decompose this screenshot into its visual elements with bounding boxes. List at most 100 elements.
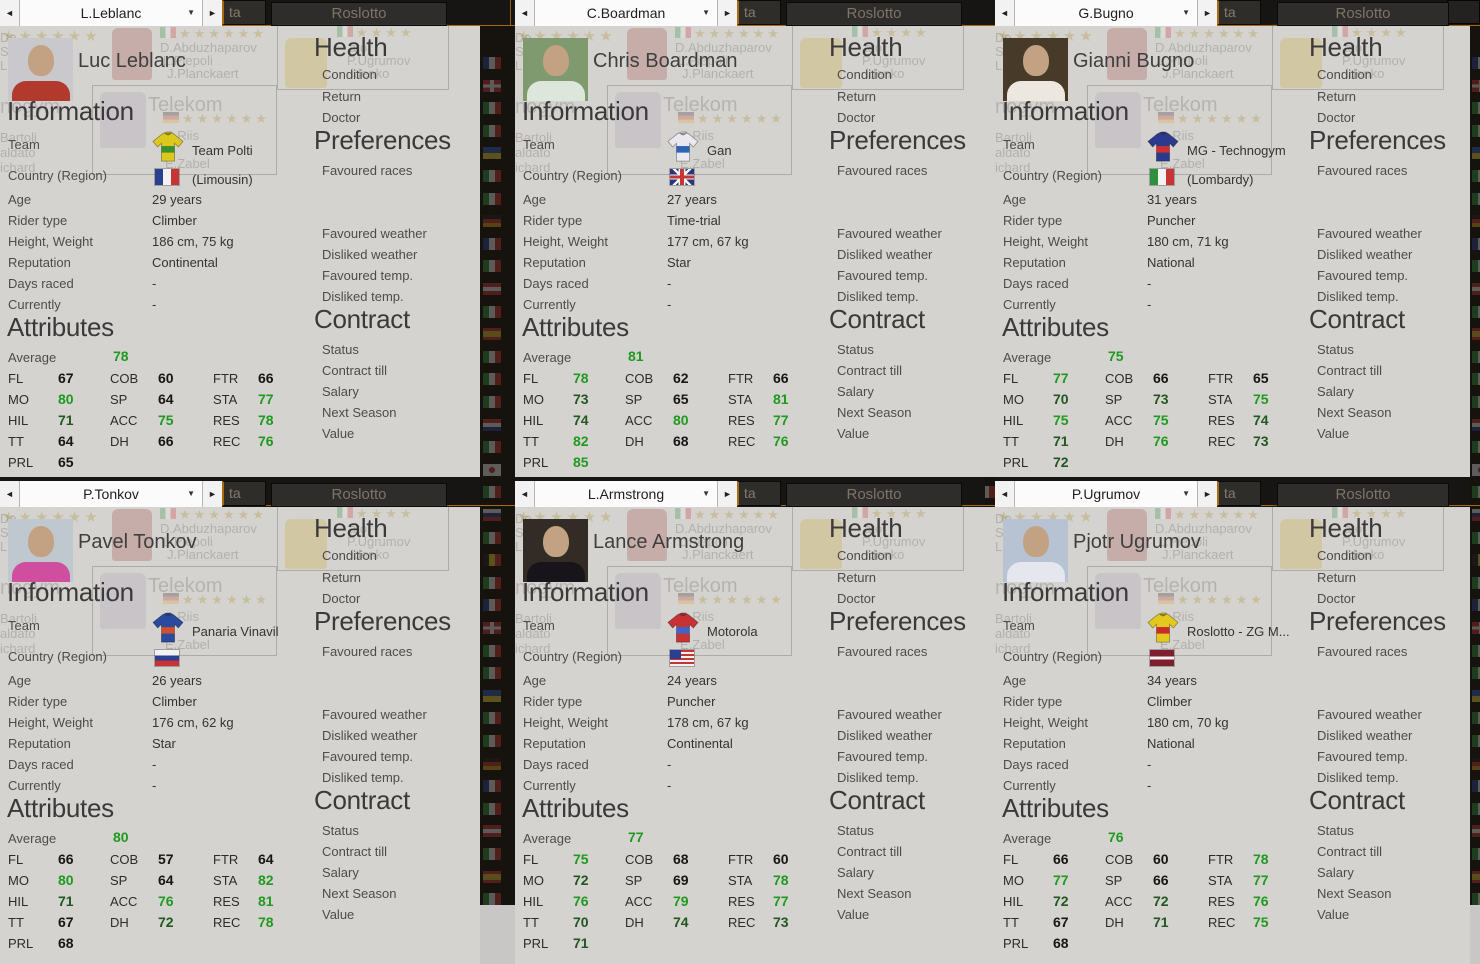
- right-arrow-icon: ►: [723, 489, 732, 499]
- preference-item: Disliked weather: [322, 247, 418, 262]
- mini-flag-icon: [1472, 531, 1480, 544]
- background-tab: ta: [222, 481, 266, 506]
- rider-dropdown[interactable]: C.Boardman ▼: [535, 0, 717, 26]
- preference-item: Disliked weather: [837, 728, 933, 743]
- attribute-value: 60: [158, 370, 174, 386]
- rider-dropdown[interactable]: L.Armstrong ▼: [535, 481, 717, 507]
- rider-dropdown[interactable]: G.Bugno ▼: [1015, 0, 1197, 26]
- rider-dropdown[interactable]: L.Leblanc ▼: [20, 0, 202, 26]
- rider-name: Gianni Bugno: [1073, 50, 1195, 72]
- info-label: Rider type: [523, 213, 583, 228]
- mini-flag-icon: [483, 757, 501, 770]
- attribute-value: 64: [58, 433, 74, 449]
- attribute-value: 77: [1053, 370, 1069, 386]
- next-rider-button[interactable]: ►: [202, 481, 222, 507]
- prev-rider-button[interactable]: ◄: [0, 0, 20, 26]
- next-rider-button[interactable]: ►: [717, 0, 737, 26]
- attribute-label: COB: [625, 371, 654, 386]
- info-label: Age: [1003, 673, 1027, 688]
- mini-flag-icon: [1472, 373, 1480, 386]
- info-value: -: [667, 757, 672, 772]
- attribute-value: 65: [1253, 370, 1269, 386]
- attribute-value: 75: [1053, 412, 1069, 428]
- attribute-label: STA: [1208, 873, 1233, 888]
- attribute-value: 64: [158, 872, 174, 888]
- contract-item: Contract till: [1317, 844, 1383, 859]
- mini-flag-icon: [483, 373, 501, 386]
- region-value: (Lombardy): [1187, 172, 1254, 187]
- attribute-value: 64: [158, 391, 174, 407]
- ghost-element: Telekom: [663, 575, 738, 597]
- team-label: Team: [8, 137, 40, 152]
- prev-rider-button[interactable]: ◄: [515, 0, 535, 26]
- prev-rider-button[interactable]: ◄: [0, 481, 20, 507]
- information-heading: Information: [1002, 96, 1129, 126]
- mini-flag-icon: [483, 870, 501, 883]
- attribute-value: 65: [58, 454, 74, 470]
- country-flag-icon: [670, 650, 694, 666]
- next-rider-button[interactable]: ►: [202, 0, 222, 26]
- attribute-label: STA: [213, 873, 238, 888]
- prev-rider-button[interactable]: ◄: [515, 481, 535, 507]
- attribute-value: 75: [1253, 391, 1269, 407]
- attribute-label: PRL: [1003, 455, 1029, 470]
- mini-flag-icon: [483, 780, 501, 793]
- prev-rider-button[interactable]: ◄: [995, 0, 1015, 26]
- health-item: Doctor: [1317, 591, 1356, 606]
- next-rider-button[interactable]: ►: [1197, 481, 1217, 507]
- contract-item: Value: [1317, 426, 1350, 441]
- attribute-value: 62: [673, 370, 689, 386]
- attribute-label: COB: [1105, 852, 1134, 867]
- mini-flag-icon: [483, 644, 501, 657]
- average-label: Average: [1003, 350, 1052, 365]
- dropdown-caret-icon: ▼: [1182, 8, 1190, 17]
- info-value: -: [667, 778, 672, 793]
- attribute-value: 73: [773, 914, 789, 930]
- attribute-value: 72: [1053, 893, 1069, 909]
- attribute-label: DH: [1105, 434, 1124, 449]
- next-rider-button[interactable]: ►: [717, 481, 737, 507]
- mini-flag-icon: [1472, 622, 1480, 634]
- info-label: Days raced: [8, 276, 74, 291]
- attribute-label: FL: [523, 371, 539, 386]
- attribute-label: ACC: [1105, 894, 1133, 909]
- attribute-label: RES: [728, 894, 755, 909]
- prev-rider-button[interactable]: ◄: [995, 481, 1015, 507]
- attributes-heading: Attributes: [7, 312, 114, 342]
- strip-bottom: [1470, 905, 1480, 964]
- preference-item: Favoured weather: [1317, 226, 1422, 241]
- attribute-value: 74: [673, 914, 689, 930]
- rider-dropdown[interactable]: P.Ugrumov ▼: [1015, 481, 1197, 507]
- info-value: 180 cm, 71 kg: [1147, 234, 1229, 249]
- ghost-element: Telekom: [148, 94, 223, 116]
- preference-item: Favoured temp.: [1317, 268, 1409, 283]
- contract-item: Salary: [1317, 865, 1354, 880]
- info-label: Days raced: [8, 757, 74, 772]
- average-label: Average: [1003, 831, 1052, 846]
- mini-flag-icon: [483, 441, 501, 454]
- attribute-value: 82: [258, 872, 274, 888]
- mini-flag-icon: [1472, 644, 1480, 657]
- rider-dropdown[interactable]: P.Tonkov ▼: [20, 481, 202, 507]
- info-value: 180 cm, 70 kg: [1147, 715, 1229, 730]
- contract-item: Status: [837, 823, 874, 838]
- info-label: Reputation: [1003, 255, 1066, 270]
- right-arrow-icon: ►: [1203, 8, 1212, 18]
- attribute-label: PRL: [8, 455, 34, 470]
- preference-item: Disliked temp.: [837, 770, 919, 785]
- info-label: Height, Weight: [1003, 715, 1089, 730]
- background-tab: ta: [222, 0, 266, 25]
- attribute-value: 68: [58, 935, 74, 951]
- team-jersey-icon: [667, 131, 699, 167]
- mini-flag-icon: [1472, 599, 1480, 612]
- attribute-label: SP: [1105, 873, 1123, 888]
- mini-flag-icon: [483, 509, 501, 521]
- country-label: Country (Region): [8, 649, 107, 664]
- contract-item: Contract till: [322, 363, 388, 378]
- attribute-value: 78: [573, 370, 589, 386]
- attribute-value: 68: [673, 851, 689, 867]
- next-rider-button[interactable]: ►: [1197, 0, 1217, 26]
- mini-flag-icon: [1472, 576, 1480, 589]
- info-label: Days raced: [1003, 757, 1069, 772]
- health-item: Return: [1317, 89, 1357, 104]
